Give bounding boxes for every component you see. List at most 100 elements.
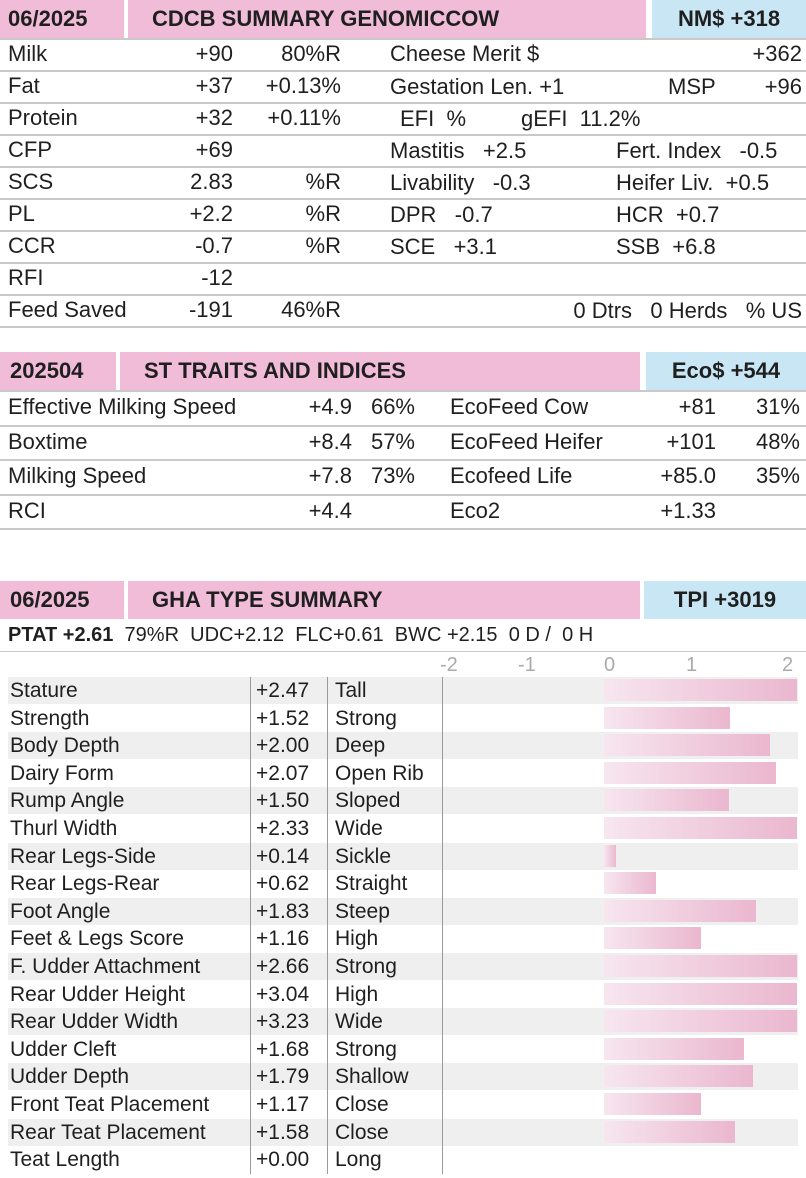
row-divider	[0, 390, 806, 392]
trait-name: Rear Udder Height	[10, 982, 186, 1006]
trait-name: Strength	[10, 706, 90, 730]
trait-row: Dairy Form +2.07 Open Rib	[8, 760, 798, 787]
trait-bar	[604, 982, 797, 1005]
trait-name: Teat Length	[10, 1148, 120, 1172]
st-right-label: EcoFeed Heifer	[450, 428, 603, 454]
dpr: DPR -0.7	[390, 202, 493, 227]
summary-row-label: RFI	[8, 265, 44, 290]
flc: FLC+0.61	[295, 624, 384, 646]
trait-value: +0.14	[256, 844, 310, 868]
summary-row-extra: +0.13%	[265, 73, 341, 98]
st-header: 202504 ST TRAITS AND INDICES Eco$ +544	[0, 352, 806, 390]
trait-bar	[604, 706, 731, 729]
row-divider	[0, 102, 806, 104]
trait-value: +1.79	[256, 1065, 310, 1089]
st-left-value: +4.9	[308, 394, 352, 419]
trait-value: +1.58	[256, 1120, 310, 1144]
divider	[0, 651, 806, 652]
trait-value: +2.47	[256, 679, 310, 702]
summary-row-label: CCR	[8, 233, 56, 258]
mastitis: Mastitis +2.5	[390, 138, 527, 163]
summary-header: 06/2025 CDCB SUMMARY GENOMICCOW NM$ +318	[0, 0, 806, 38]
trait-descriptor: Strong	[335, 955, 397, 978]
trait-descriptor: Close	[335, 1093, 389, 1116]
trait-name: Rump Angle	[10, 789, 125, 813]
cheese-merit-value: +362	[752, 41, 802, 66]
axis-tick-label: 1	[686, 654, 698, 676]
st-left-pct: 66%	[370, 394, 415, 419]
cheese-merit-label: Cheese Merit $	[390, 41, 540, 66]
trait-row: Foot Angle +1.83 Steep	[8, 897, 798, 925]
row-divider	[0, 38, 806, 40]
summary-row-label: Fat	[8, 73, 40, 98]
summary-row-label: PL	[8, 201, 35, 226]
udc: UDC+2.12	[190, 624, 285, 646]
summary-row-extra: %R	[305, 201, 341, 226]
row-divider	[0, 166, 806, 168]
eco-index: Eco$ +544	[646, 352, 806, 390]
msp-value: +96	[764, 74, 802, 99]
trait-row: Rear Legs-Side +0.14 Sickle	[8, 842, 798, 870]
trait-name: Udder Cleft	[10, 1037, 117, 1061]
axis-tick-label: -1	[518, 654, 536, 676]
st-left-label: Milking Speed	[8, 463, 147, 488]
ssb: SSB +6.8	[616, 234, 716, 259]
summary-row-extra: %R	[305, 169, 341, 194]
trait-descriptor: Deep	[335, 734, 386, 758]
trait-row: Strength +1.52 Strong	[8, 705, 798, 732]
summary-row-value: +37	[195, 73, 233, 98]
summary-row-value: 2.83	[190, 169, 233, 194]
trait-bar	[604, 1065, 753, 1088]
trait-row: Front Teat Placement +1.17 Close	[8, 1091, 798, 1118]
trait-value: +2.66	[256, 955, 310, 978]
trait-bar	[604, 1093, 702, 1115]
dtrs-herds: 0 Dtrs 0 Herds % US	[573, 298, 802, 323]
st-right-value: +81	[678, 394, 716, 419]
trait-value: +1.68	[256, 1037, 310, 1061]
gestation-length: Gestation Len. +1	[390, 74, 565, 99]
trait-value: +2.33	[256, 817, 310, 840]
trait-row: Stature +2.47 Tall	[8, 677, 798, 704]
trait-name: Thurl Width	[10, 817, 118, 840]
summary-row-value: -191	[188, 297, 233, 322]
summary-row-value: +69	[195, 137, 233, 162]
livability: Livability -0.3	[390, 170, 531, 195]
row-divider	[0, 230, 806, 232]
row-divider	[0, 294, 806, 296]
trait-descriptor: Open Rib	[335, 761, 424, 785]
trait-value: +1.50	[256, 789, 310, 813]
trait-value: +0.62	[256, 872, 310, 896]
axis-tick-label: 2	[782, 654, 794, 676]
st-right-pct: 48%	[755, 428, 800, 454]
hcr: HCR +0.7	[616, 202, 720, 227]
st-left-value: +4.4	[308, 497, 352, 523]
summary-row-label: Protein	[8, 105, 78, 130]
trait-row: Udder Depth +1.79 Shallow	[8, 1063, 798, 1091]
st-left-pct: 73%	[370, 463, 415, 488]
trait-value: +3.23	[256, 1010, 310, 1034]
trait-bar	[604, 761, 777, 784]
trait-descriptor: High	[335, 927, 379, 951]
ptat-rel: 79%R	[124, 624, 180, 646]
trait-descriptor: High	[335, 982, 379, 1006]
trait-row: Rear Udder Width +3.23 Wide	[8, 1008, 798, 1036]
trait-name: F. Udder Attachment	[10, 955, 201, 978]
trait-bar	[604, 1120, 736, 1143]
st-date: 202504	[0, 352, 116, 390]
tpi-index: TPI +3019	[644, 581, 806, 619]
trait-descriptor: Wide	[335, 817, 383, 840]
summary-row-label: SCS	[8, 169, 54, 194]
summary-row-value: +90	[195, 41, 233, 66]
summary-title: CDCB SUMMARY GENOMICCOW	[128, 0, 646, 38]
column-divider	[327, 677, 328, 1174]
gefi: gEFI 11.2%	[521, 106, 641, 131]
row-divider	[0, 459, 806, 461]
trait-bar	[604, 734, 771, 757]
ptat-line: PTAT +2.61 79%R UDC+2.12 FLC+0.61 BWC +2…	[8, 622, 593, 648]
trait-name: Udder Depth	[10, 1065, 130, 1089]
trait-value: +0.00	[256, 1148, 310, 1172]
st-right-label: Eco2	[450, 497, 501, 523]
summary-row-extra: %R	[305, 233, 341, 258]
summary-row-value: +2.2	[189, 201, 233, 226]
st-right-value: +101	[666, 428, 716, 454]
